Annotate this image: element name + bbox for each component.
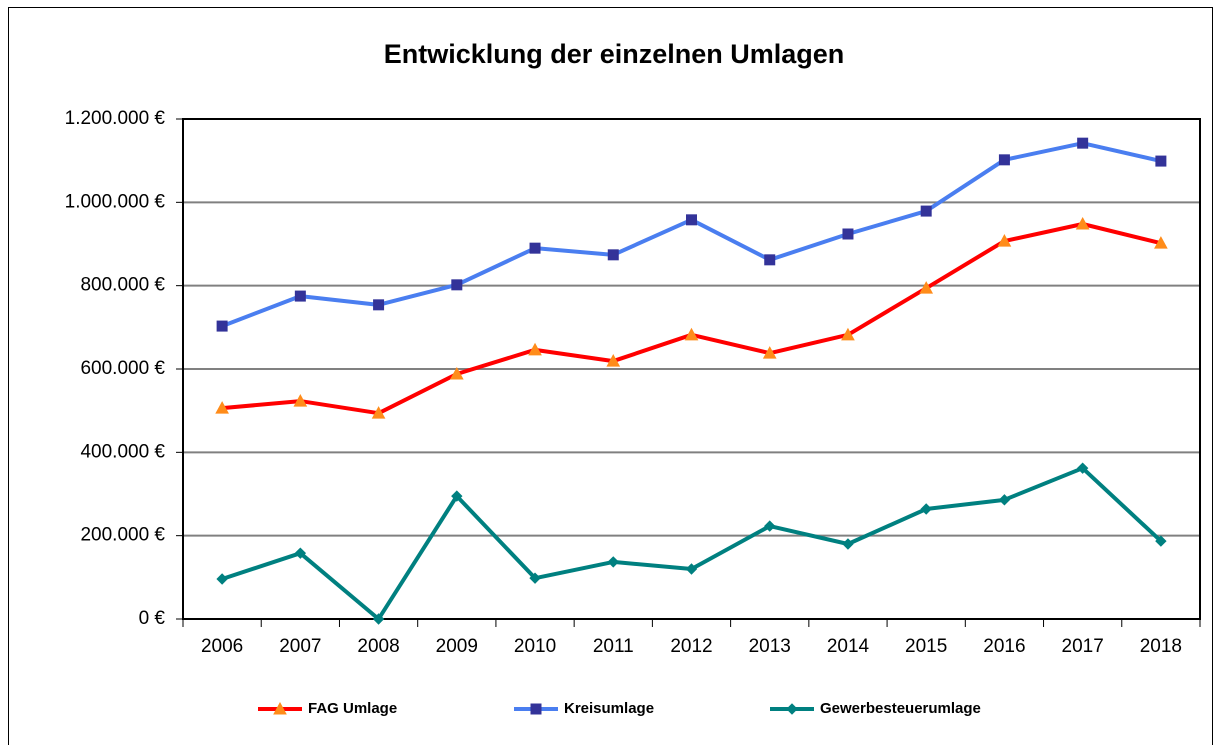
marker [684,327,699,341]
marker [1155,535,1167,547]
y-tick-label: 200.000 € [80,525,165,546]
marker [215,401,229,414]
marker [1075,216,1090,230]
marker [1076,462,1089,474]
marker [1155,155,1167,167]
marker [606,354,621,367]
x-tick-label: 2014 [827,636,870,657]
marker [528,342,542,356]
marker [294,290,306,302]
x-tick-label: 2010 [514,636,556,657]
marker [920,205,932,217]
x-tick-label: 2018 [1140,636,1182,657]
x-tick-label: 2006 [201,636,243,657]
marker [294,547,307,559]
x-tick-label: 2016 [983,636,1025,657]
legend-label: FAG Umlage [308,700,397,717]
marker [216,573,228,585]
legend-label: Gewerbesteuerumlage [820,700,981,717]
marker [842,228,854,240]
x-tick-label: 2007 [279,636,321,657]
y-tick-label: 800.000 € [80,275,165,296]
x-tick-label: 2008 [357,636,399,657]
x-tick-label: 2013 [749,636,791,657]
x-tick-label: 2015 [905,636,947,657]
x-tick-label: 2011 [593,636,634,657]
y-tick-label: 1.000.000 € [65,191,166,212]
marker [216,320,228,332]
x-tick-label: 2017 [1062,636,1104,657]
y-tick-label: 0 € [139,608,166,629]
plot-area [182,118,1201,620]
marker [762,346,777,359]
marker [997,234,1012,247]
chart-frame [8,7,1213,750]
marker [293,394,308,407]
marker [371,406,386,419]
x-tick-label: 2009 [436,636,478,657]
y-tick-label: 600.000 € [80,358,165,379]
marker [451,279,463,291]
marker [529,242,541,254]
marker [842,538,854,550]
marker [373,299,385,311]
marker [451,490,463,502]
marker [920,503,932,515]
marker [686,214,697,226]
marker [764,254,776,266]
legend-label: Kreisumlage [564,700,654,717]
x-tick-label: 2012 [670,636,712,657]
marker [273,701,287,715]
marker [1077,137,1089,149]
marker [998,494,1011,506]
marker [841,327,855,341]
marker [607,556,619,568]
y-tick-label: 400.000 € [80,441,165,462]
marker [530,703,542,715]
marker [607,249,619,261]
marker [372,613,385,625]
marker [786,703,798,715]
marker [919,281,934,294]
chart-title: Entwicklung der einzelnen Umlagen [384,39,845,69]
marker [449,366,464,380]
marker [998,154,1010,166]
marker [1154,236,1168,249]
marker [685,563,698,575]
y-tick-label: 1.200.000 € [65,108,166,129]
marker [529,572,541,584]
marker [764,520,776,532]
